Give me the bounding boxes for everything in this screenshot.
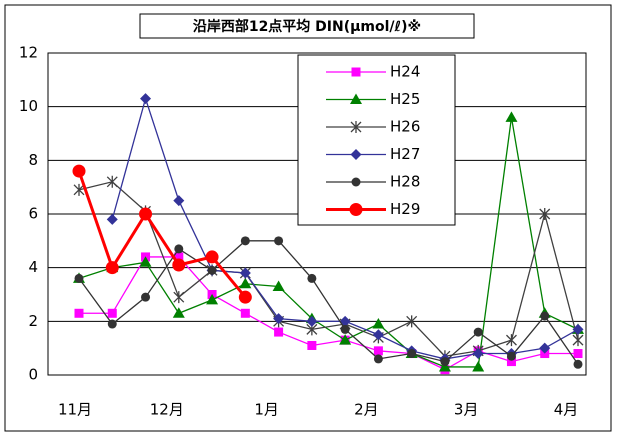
y-tick-label: 4 [28,258,38,276]
marker [74,308,84,318]
legend-label: H28 [390,173,420,191]
marker [472,348,484,360]
marker [239,277,252,289]
marker [506,357,516,367]
legend-marker [350,93,362,104]
marker [406,315,418,328]
y-tick-label: 12 [19,44,38,62]
title-box [139,13,475,39]
y-tick-label: 2 [28,312,38,330]
legend-marker [349,203,363,216]
y-tick-label: 10 [19,97,38,115]
legend-label: H26 [390,118,420,136]
marker [240,308,250,318]
marker [273,313,285,325]
marker [306,315,318,327]
legend-box [297,54,456,226]
marker [307,273,317,283]
marker [74,273,84,283]
marker [539,342,551,354]
marker [173,291,185,304]
marker [339,334,352,345]
marker [274,236,284,246]
y-tick-label: 8 [28,151,38,169]
marker [139,207,153,221]
x-tick-label: 2月 [354,401,379,419]
x-tick-label: 12月 [150,401,184,419]
marker [573,349,583,359]
legend-marker [351,67,361,77]
marker [440,357,450,367]
marker [274,327,284,337]
marker [205,250,219,264]
marker [174,252,184,262]
marker [272,280,285,291]
marker [72,164,86,178]
legend-marker [351,177,361,187]
marker [240,236,250,246]
legend-label: H24 [390,63,420,81]
marker [473,327,483,337]
marker [307,340,317,350]
marker [372,329,384,341]
marker [539,208,551,220]
legend-label: H29 [390,200,420,218]
marker [73,183,85,196]
marker [140,93,152,105]
marker [206,293,219,305]
marker [107,308,117,318]
x-tick-label: 11月 [58,401,92,419]
marker [107,319,117,329]
marker [172,258,186,272]
marker [407,349,417,359]
marker [106,175,118,188]
marker [573,359,583,369]
series-line [79,256,578,371]
x-tick-label: 3月 [454,401,479,419]
marker [174,244,184,254]
y-tick-label: 0 [28,366,38,384]
marker [506,334,517,347]
marker [207,265,217,275]
marker [172,307,185,318]
marker [373,354,383,364]
marker [572,334,584,347]
series-line [78,117,579,368]
marker [139,256,152,267]
marker [238,290,252,304]
series-line [77,170,247,299]
marker [239,267,251,279]
marker [505,111,518,122]
x-tick-label: 1月 [254,401,279,419]
legend-label: H27 [390,145,420,163]
marker [173,195,185,207]
series-line [78,240,579,365]
legend-marker [350,149,362,160]
chart-title: 沿岸西部12点平均 DIN(μmol/ℓ)※ [193,18,421,35]
marker [373,346,383,356]
marker [438,360,451,372]
marker [572,323,584,335]
series-line [78,181,579,357]
legend-label: H25 [390,90,420,108]
x-tick-label: 4月 [554,401,579,419]
marker [106,213,118,225]
legend-marker [350,121,362,133]
marker [105,261,119,275]
y-tick-label: 6 [28,205,38,223]
marker [141,292,151,302]
marker [472,360,485,372]
marker [540,311,550,321]
marker [372,318,385,329]
marker [506,351,516,361]
marker [340,324,350,334]
